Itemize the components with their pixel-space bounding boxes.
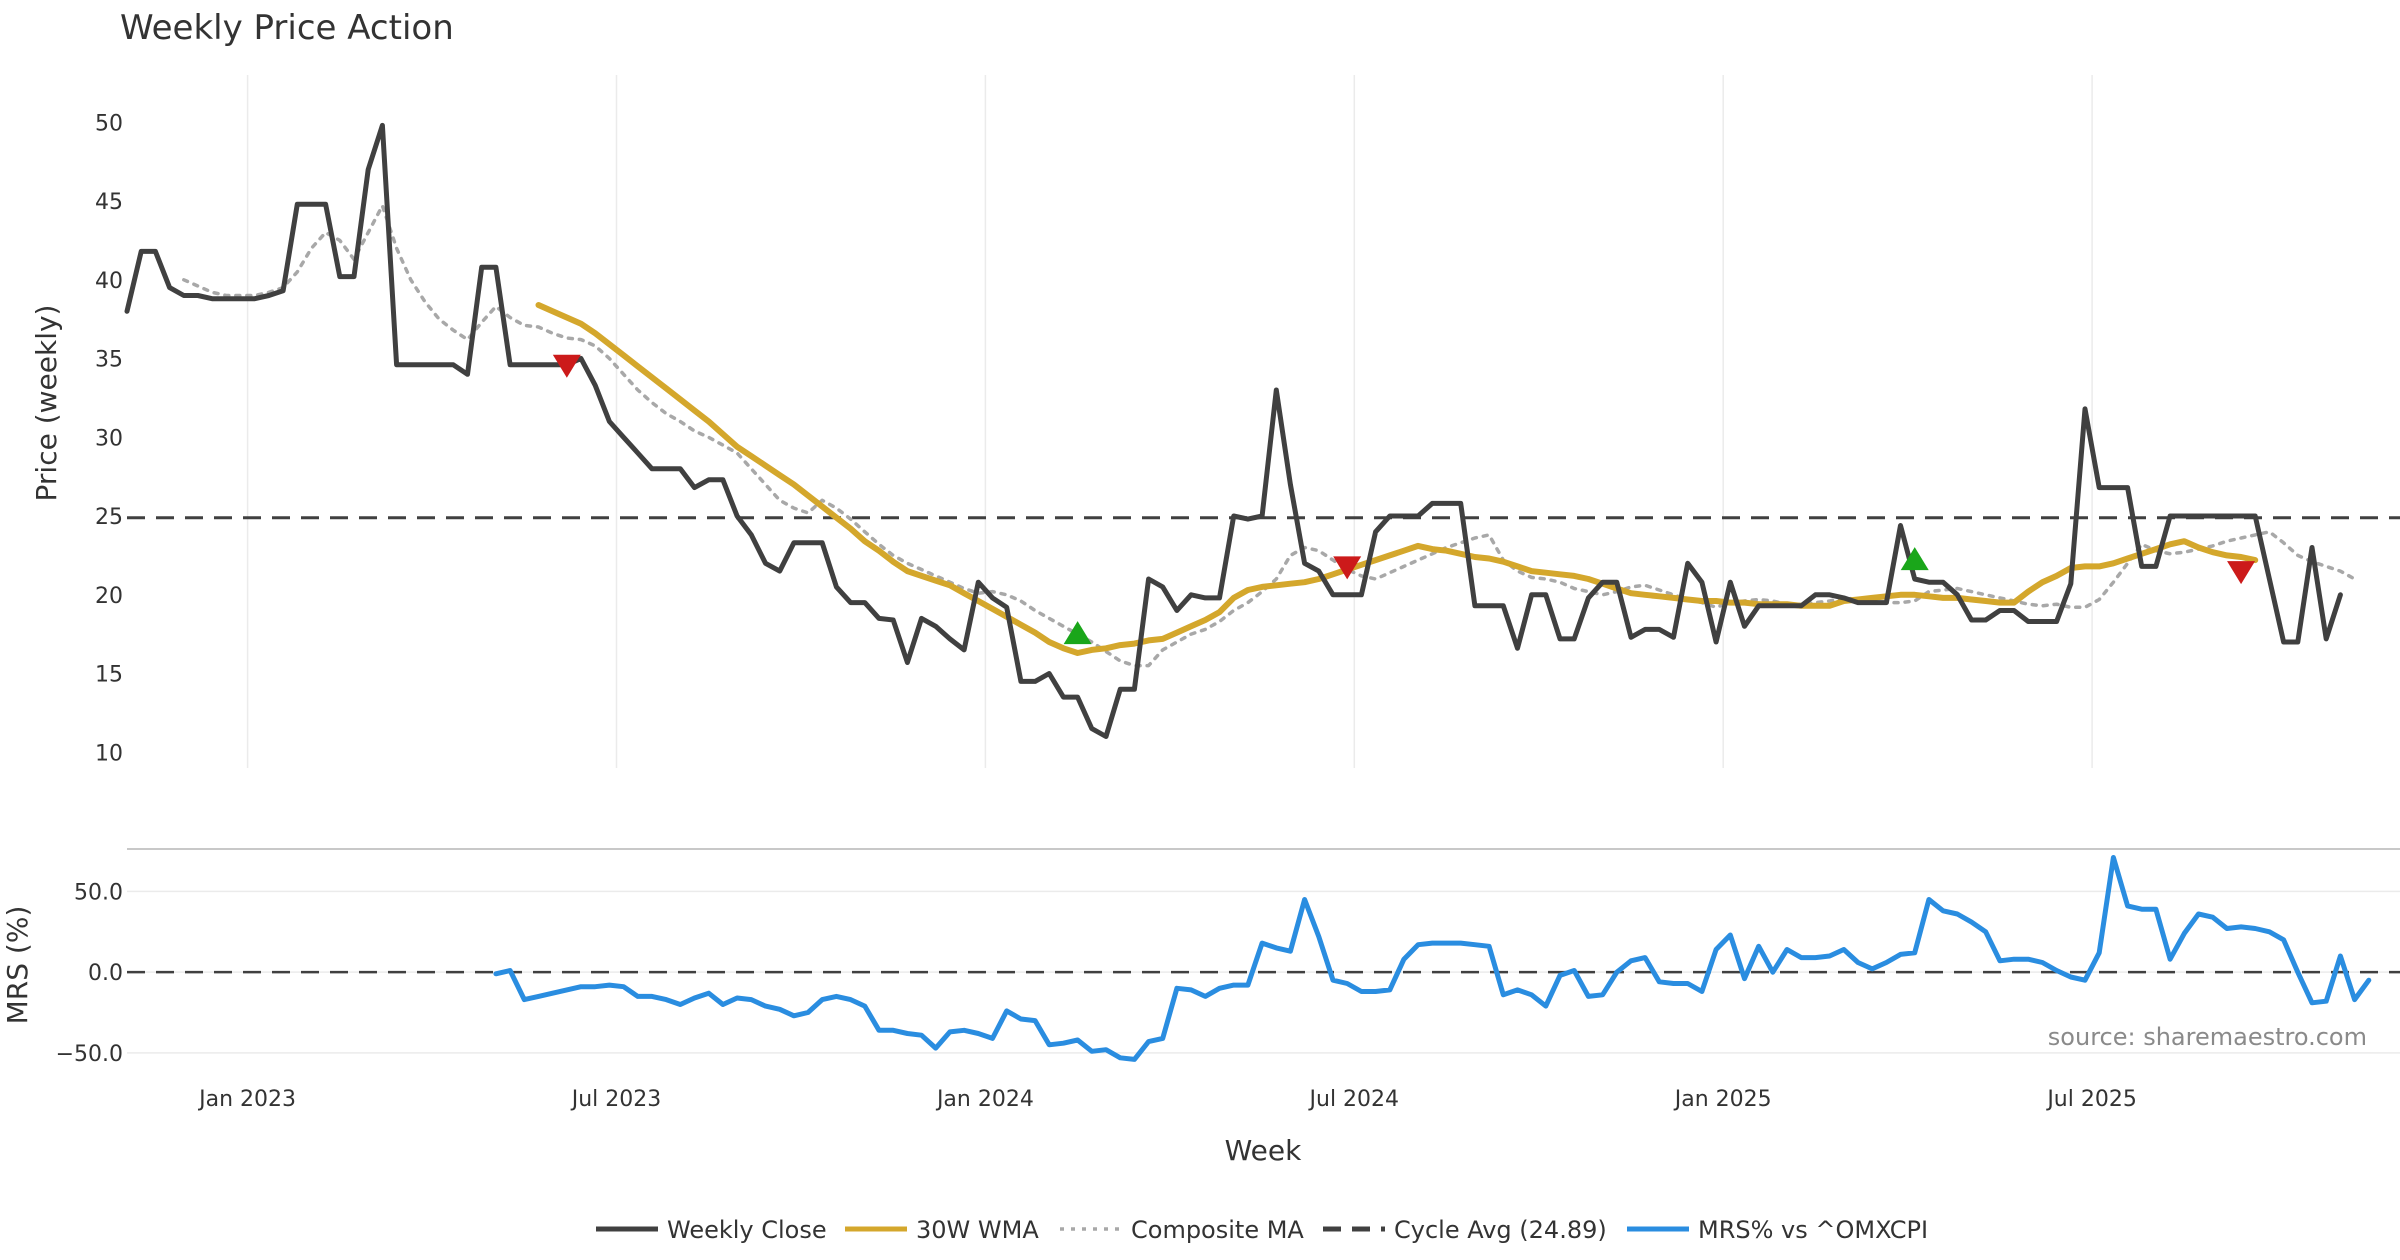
legend-item-mrs-vs-omxcpi: MRS% vs ^OMXCPI [1627,1216,1928,1244]
x-tick-jul-2023: Jul 2023 [570,1087,662,1112]
price-y-tick-6: 40 [95,269,123,294]
sell-signal-marker-1 [1333,556,1362,580]
price-y-tick-0: 10 [95,741,123,766]
mrs-y-tick-1: 0.0 [88,961,123,986]
grid-layer [127,75,2400,1054]
sell-signal-marker-2 [2227,561,2256,585]
price-y-tick-7: 45 [95,190,123,215]
x-tick-jul-2025: Jul 2025 [2045,1087,2137,1112]
legend-item-cycle-avg-24-89: Cycle Avg (24.89) [1323,1216,1607,1244]
mrs-y-tick-2: −50.0 [56,1042,123,1067]
legend-label-composite-ma: Composite MA [1131,1216,1304,1244]
price-y-tick-2: 20 [95,584,123,609]
axis-labels: 10 15 20 25 30 35 40 45 50 50.0 0.0 −50.0 Jan 2023 Ju… [56,111,2137,1112]
x-tick-jan-2024: Jan 2024 [935,1087,1034,1112]
legend-label-mrs-vs-omxcpi: MRS% vs ^OMXCPI [1698,1216,1928,1244]
price-y-tick-5: 35 [95,348,123,373]
price-axis-title: Price (weekly) [30,305,63,502]
legend-label-30w-wma: 30W WMA [916,1216,1039,1244]
signal-markers [552,354,2256,645]
x-tick-jan-2025: Jan 2025 [1673,1087,1772,1112]
x-tick-jan-2023: Jan 2023 [197,1087,296,1112]
sell-signal-marker-0 [552,354,581,378]
legend-item-30w-wma: 30W WMA [845,1216,1039,1244]
legend-item-composite-ma: Composite MA [1060,1216,1304,1244]
chart-title: Weekly Price Action [120,8,454,48]
series-line-30w-wma [535,302,2259,656]
price-y-tick-3: 25 [95,505,123,530]
price-y-tick-4: 30 [95,426,123,451]
price-y-tick-8: 50 [95,111,123,136]
legend-label-weekly-close: Weekly Close [667,1216,827,1244]
buy-signal-marker-0 [1063,621,1092,645]
chart-legend: Weekly Close 30W WMA Composite MA Cycle Avg… [596,1216,1928,1244]
series-layer [124,122,2372,1062]
series-line-weekly-close [124,122,2343,739]
source-note: source: sharemaestro.com [2048,1023,2367,1051]
mrs-axis-title: MRS (%) [1,906,34,1025]
x-axis-title: Week [1225,1134,1302,1167]
legend-label-cycle-avg-24-89: Cycle Avg (24.89) [1394,1216,1607,1244]
x-tick-jul-2024: Jul 2024 [1308,1087,1400,1112]
price-y-tick-1: 15 [95,663,123,688]
buy-signal-marker-1 [1900,547,1929,571]
series-line-mrs-vs-omxcpi [493,855,2372,1062]
mrs-y-tick-0: 50.0 [74,880,123,905]
legend-item-weekly-close: Weekly Close [596,1216,827,1244]
